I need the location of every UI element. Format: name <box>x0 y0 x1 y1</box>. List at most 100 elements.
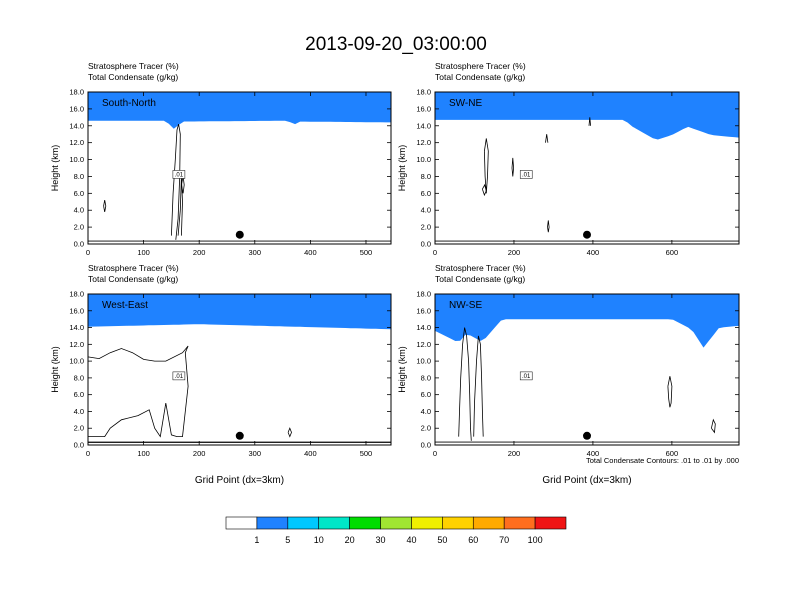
contour-label-box <box>519 371 533 381</box>
y-tick-label: 18.0 <box>69 88 84 97</box>
location-marker <box>583 230 591 239</box>
y-tick-label: 6.0 <box>74 390 84 399</box>
colorbar-swatch <box>534 516 567 530</box>
y-tick-label: 18.0 <box>416 88 431 97</box>
y-axis-label: Height (km) <box>397 145 407 192</box>
condensate-contour <box>171 123 181 240</box>
y-tick-label: 6.0 <box>74 189 84 198</box>
x-axis-label: Grid Point (dx=3km) <box>542 475 631 486</box>
contour-label: .01 <box>522 374 531 380</box>
y-tick-label: 4.0 <box>74 407 84 416</box>
y-tick-label: 14.0 <box>416 323 431 332</box>
y-tick-label: 4.0 <box>421 407 431 416</box>
figure-title: 2013-09-20_03:00:00 <box>305 34 487 55</box>
x-tick-label: 0 <box>433 449 437 458</box>
tracer-band-1 <box>88 92 391 129</box>
tracer-band-1 <box>88 294 391 330</box>
y-tick-label: 2.0 <box>421 223 431 232</box>
location-marker <box>235 431 244 440</box>
colorbar-swatch <box>380 516 412 530</box>
y-tick-label: 12.0 <box>69 340 84 349</box>
x-tick-label: 0 <box>86 449 90 458</box>
y-tick-label: 2.0 <box>421 424 431 433</box>
colorbar-label: 70 <box>499 535 509 545</box>
colorbar-swatch <box>318 516 350 530</box>
x-tick-label: 300 <box>249 248 262 257</box>
y-tick-label: 6.0 <box>421 189 431 198</box>
x-tick-label: 400 <box>304 248 317 257</box>
colorbar-swatch <box>503 516 536 530</box>
y-tick-label: 6.0 <box>421 390 431 399</box>
panel-west-east: Stratosphere Tracer (%)Total Condensate … <box>50 263 392 486</box>
y-tick-label: 8.0 <box>421 172 431 181</box>
panel-nw-se: Stratosphere Tracer (%)Total Condensate … <box>397 263 740 486</box>
panel-subtitle-tracer: Stratosphere Tracer (%) <box>88 263 179 273</box>
colorbar-label: 60 <box>468 535 478 545</box>
y-tick-label: 2.0 <box>74 223 84 232</box>
condensate-contour <box>103 200 107 212</box>
panel-subtitle-condensate: Total Condensate (g/kg) <box>435 72 525 82</box>
colorbar-label: 1 <box>254 535 259 545</box>
tracer-band-1 <box>435 92 739 140</box>
y-tick-label: 16.0 <box>69 104 84 113</box>
x-tick-label: 200 <box>193 449 206 458</box>
contour-label-box <box>519 170 533 179</box>
panel-subtitle-tracer: Stratosphere Tracer (%) <box>435 263 526 273</box>
y-tick-label: 8.0 <box>421 373 431 382</box>
panel-label: South-North <box>102 98 156 109</box>
colorbar-swatch <box>411 516 443 530</box>
panel-subtitle-condensate: Total Condensate (g/kg) <box>88 274 178 284</box>
colorbar-label: 10 <box>314 535 324 545</box>
condensate-contour <box>287 427 292 438</box>
y-tick-label: 18.0 <box>69 290 84 299</box>
plot-frame <box>87 91 392 245</box>
y-axis-label: Height (km) <box>50 346 60 393</box>
colorbar: 1 5 10 20 30 40 50 60 70 100 <box>225 516 567 545</box>
y-tick-label: 0.0 <box>421 441 431 450</box>
colorbar-label: 50 <box>437 535 447 545</box>
x-tick-label: 600 <box>666 248 679 257</box>
colorbar-label: 20 <box>345 535 355 545</box>
y-tick-label: 16.0 <box>416 104 431 113</box>
contour-label: .01 <box>175 172 184 178</box>
y-tick-label: 0.0 <box>421 240 431 249</box>
y-tick-label: 4.0 <box>74 206 84 215</box>
y-tick-label: 0.0 <box>74 441 84 450</box>
y-tick-label: 10.0 <box>69 357 84 366</box>
x-tick-label: 100 <box>137 248 150 257</box>
y-axis-label: Height (km) <box>50 145 60 192</box>
panel-subtitle-condensate: Total Condensate (g/kg) <box>435 274 525 284</box>
colorbar-swatch <box>256 516 289 530</box>
y-tick-label: 10.0 <box>69 155 84 164</box>
x-tick-label: 400 <box>587 449 600 458</box>
panel-label: West-East <box>102 300 148 311</box>
y-tick-label: 0.0 <box>74 240 84 249</box>
contour-label: .01 <box>175 374 184 380</box>
y-tick-label: 12.0 <box>416 340 431 349</box>
tracer-band-1 <box>435 294 739 348</box>
x-tick-label: 500 <box>360 449 373 458</box>
condensate-contour <box>667 376 673 408</box>
x-tick-label: 200 <box>508 449 521 458</box>
x-axis-label: Grid Point (dx=3km) <box>195 475 284 486</box>
plot-frame <box>87 293 392 446</box>
colorbar-swatch <box>442 516 474 530</box>
y-tick-label: 18.0 <box>416 290 431 299</box>
x-tick-label: 200 <box>193 248 206 257</box>
x-tick-label: 500 <box>360 248 373 257</box>
contour-footnote: Total Condensate Contours: .01 to .01 by… <box>586 456 739 465</box>
condensate-contour <box>473 335 484 437</box>
y-tick-label: 8.0 <box>74 373 84 382</box>
x-tick-label: 200 <box>508 248 521 257</box>
panel-label: SW-NE <box>449 98 482 109</box>
colorbar-label: 100 <box>528 535 543 545</box>
condensate-contour <box>588 117 591 126</box>
location-marker <box>583 431 591 440</box>
colorbar-swatch <box>472 516 505 530</box>
condensate-contour <box>87 345 189 438</box>
panel-label: NW-SE <box>449 300 482 311</box>
colorbar-label: 40 <box>406 535 416 545</box>
panel-sw-ne: Stratosphere Tracer (%)Total Condensate … <box>397 61 740 257</box>
y-tick-label: 12.0 <box>416 138 431 147</box>
